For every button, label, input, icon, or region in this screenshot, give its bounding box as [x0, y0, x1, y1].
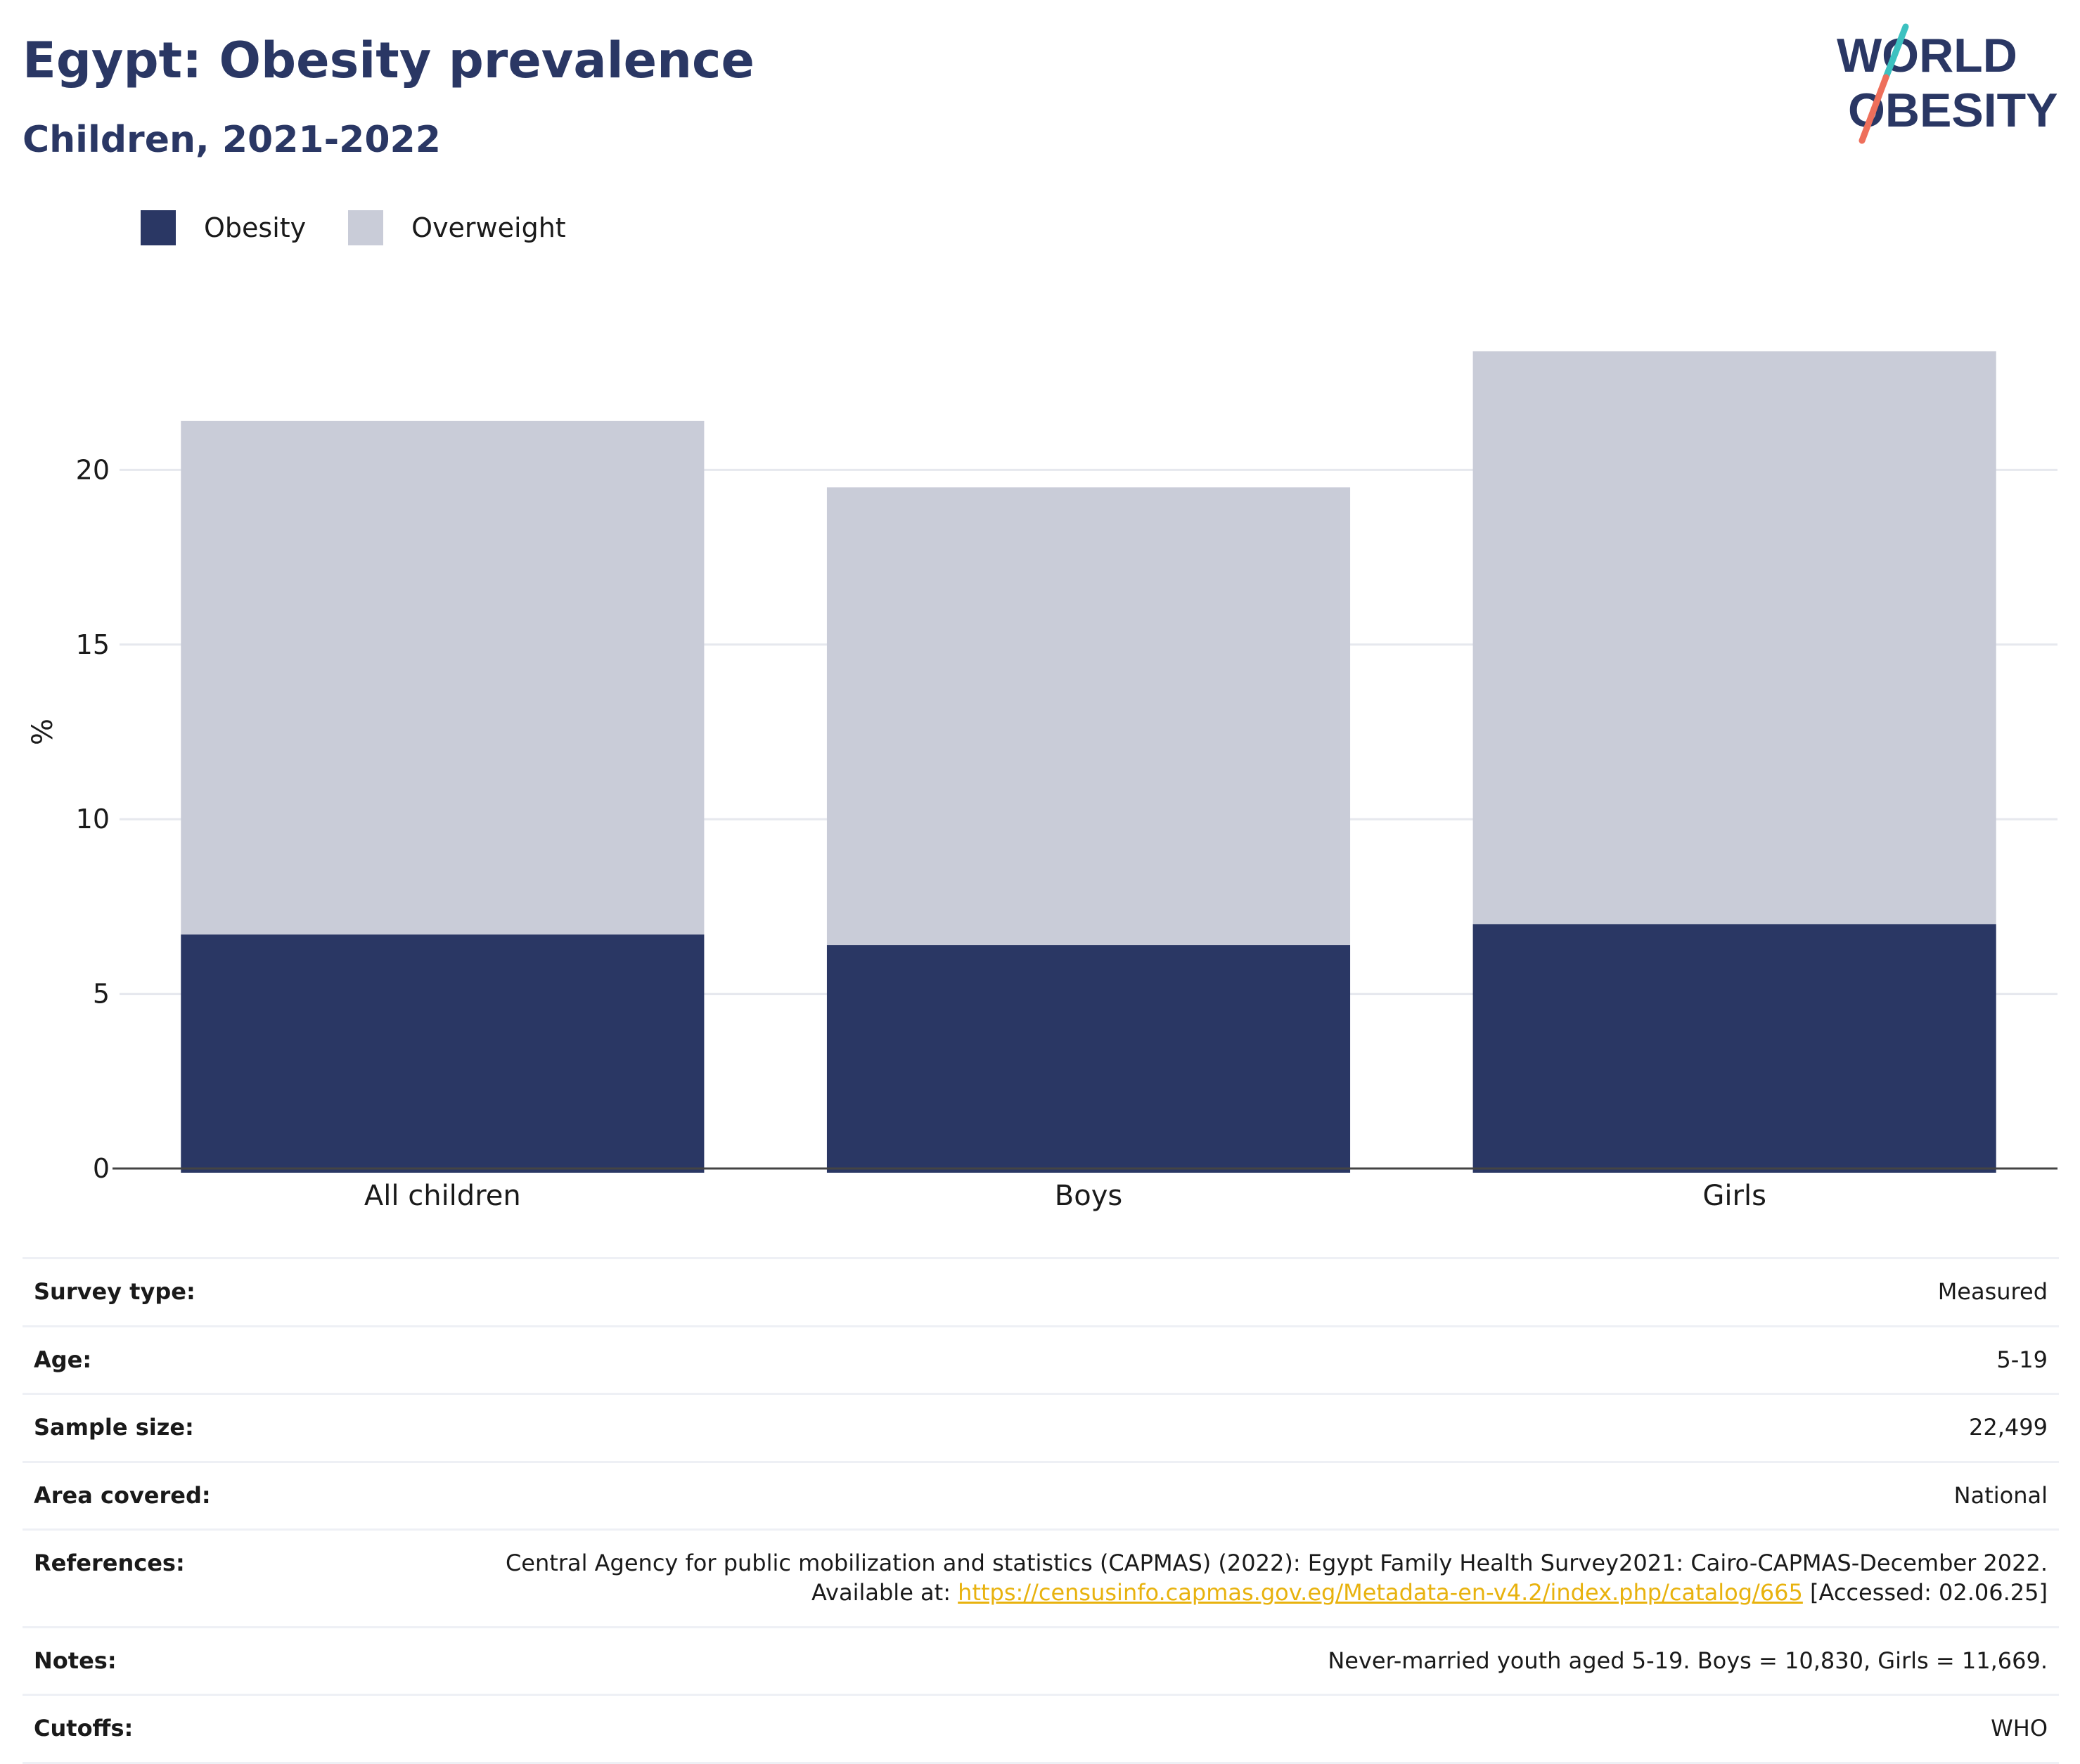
references-accessed: [Accessed: 02.06.25]: [1802, 1578, 2048, 1606]
cutoffs-value: WHO: [439, 1694, 2059, 1764]
y-tick-label-10: 10: [76, 804, 110, 835]
row-cutoffs: Cutoffs: WHO: [23, 1694, 2059, 1764]
row-age: Age: 5-19: [23, 1325, 2059, 1394]
legend-swatch-obesity: [141, 210, 176, 245]
legend-label-overweight: Overweight: [411, 212, 566, 243]
bar-obesity-girls: [1472, 924, 1996, 1173]
sample-size-label: Sample size:: [23, 1393, 439, 1462]
x-tick-label-boys: Boys: [1055, 1180, 1122, 1212]
legend-swatch-overweight: [348, 210, 384, 245]
bar-overweight-boys: [826, 487, 1351, 946]
x-tick-label-girls: Girls: [1702, 1180, 1766, 1212]
row-area-covered: Area covered: National: [23, 1460, 2059, 1530]
row-notes: Notes: Never-married youth aged 5-19. Bo…: [23, 1625, 2059, 1695]
x-tick-label-all-children: All children: [364, 1180, 521, 1212]
logo-word-world: WORLD: [1837, 29, 2017, 82]
bar-obesity-boys: [826, 945, 1351, 1173]
bar-overweight-girls: [1472, 351, 1996, 925]
y-tick-label-15: 15: [76, 629, 110, 660]
row-survey-type: Survey type: Measured: [23, 1257, 2059, 1327]
y-axis-label: %: [27, 719, 59, 745]
references-label: References:: [23, 1528, 439, 1628]
survey-details-table: Survey type: Measured Age: 5-19 Sample s…: [23, 1257, 2059, 1764]
area-covered-value: National: [439, 1460, 2059, 1530]
notes-label: Notes:: [23, 1625, 439, 1695]
bar-overweight-all-children: [181, 420, 705, 935]
notes-value: Never-married youth aged 5-19. Boys = 10…: [439, 1625, 2059, 1695]
logo-slash-coral: [1858, 74, 1889, 144]
age-label: Age:: [23, 1325, 439, 1394]
age-value: 5-19: [439, 1325, 2059, 1394]
legend-item-obesity[interactable]: Obesity: [141, 210, 306, 245]
references-value: Central Agency for public mobilization a…: [439, 1528, 2059, 1628]
y-tick-label-20: 20: [76, 454, 110, 485]
chart-title: Egypt: Obesity prevalence: [23, 32, 755, 89]
y-tick-label-0: 0: [93, 1153, 110, 1184]
world-obesity-logo: WORLD OBESITY: [1837, 23, 2058, 144]
area-covered-label: Area covered:: [23, 1460, 439, 1530]
legend-item-overweight[interactable]: Overweight: [348, 210, 566, 245]
cutoffs-label: Cutoffs:: [23, 1694, 439, 1764]
stacked-bar-chart: 0 5 10 15 20% All children Boys Girls: [27, 351, 2057, 1212]
legend-label-obesity: Obesity: [204, 212, 307, 243]
y-tick-label-5: 5: [93, 979, 110, 1010]
references-link[interactable]: https://censusinfo.capmas.gov.eg/Metadat…: [958, 1578, 1803, 1606]
logo-slash-teal: [1882, 23, 1909, 81]
references-text: Central Agency for public mobilization a…: [505, 1550, 2048, 1606]
chart-subtitle: Children, 2021-2022: [23, 119, 441, 161]
survey-type-label: Survey type:: [23, 1257, 439, 1327]
bar-obesity-all-children: [181, 934, 705, 1173]
survey-type-value: Measured: [439, 1257, 2059, 1327]
row-sample-size: Sample size: 22,499: [23, 1393, 2059, 1462]
row-references: References: Central Agency for public mo…: [23, 1528, 2059, 1628]
sample-size-value: 22,499: [439, 1393, 2059, 1462]
legend: Obesity Overweight: [141, 208, 608, 247]
